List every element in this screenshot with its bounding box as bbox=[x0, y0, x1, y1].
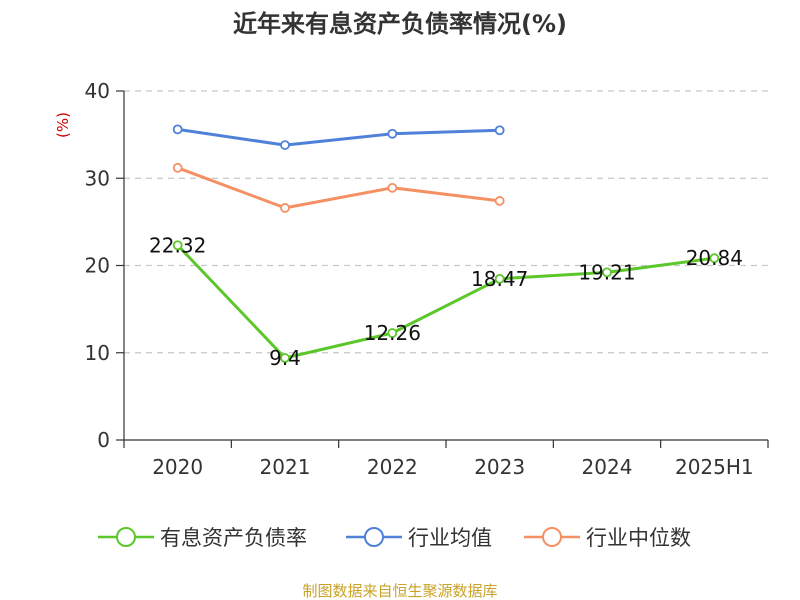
data-point bbox=[387, 182, 398, 193]
y-axis-label: (%) bbox=[54, 112, 72, 138]
x-tick-label: 2021 bbox=[260, 455, 311, 479]
x-tick-label: 2023 bbox=[474, 455, 525, 479]
data-point bbox=[280, 353, 290, 363]
data-point bbox=[602, 267, 612, 278]
y-tick-label: 10 bbox=[85, 341, 110, 365]
series-group bbox=[172, 124, 720, 363]
x-tick-label: 2022 bbox=[367, 455, 418, 479]
data-label: 22.32 bbox=[149, 233, 206, 257]
legend-marker bbox=[116, 527, 136, 547]
data-point bbox=[387, 128, 398, 139]
data-label: 12.26 bbox=[364, 321, 421, 345]
data-label: 18.47 bbox=[471, 267, 528, 291]
legend-label: 有息资产负债率 bbox=[160, 526, 307, 550]
data-label: 20.84 bbox=[686, 246, 743, 270]
data-point bbox=[280, 203, 290, 213]
legend-marker bbox=[364, 527, 384, 547]
chart-title: 近年来有息资产负债率情况(%) bbox=[233, 10, 567, 38]
data-point bbox=[709, 253, 720, 264]
y-tick-label: 40 bbox=[85, 79, 110, 103]
y-tick-label: 30 bbox=[85, 166, 110, 190]
legend-label: 行业均值 bbox=[408, 526, 492, 550]
source-note: 制图数据来自恒生聚源数据库 bbox=[302, 582, 497, 600]
data-label: 19.21 bbox=[578, 260, 635, 284]
data-point bbox=[280, 140, 290, 150]
legend-label: 行业中位数 bbox=[586, 526, 691, 550]
data-label: 9.4 bbox=[269, 346, 301, 370]
series-line bbox=[177, 166, 500, 210]
grid-lines bbox=[124, 90, 768, 354]
data-point bbox=[172, 162, 183, 173]
x-tick-label: 2020 bbox=[152, 455, 203, 479]
y-tick-label: 20 bbox=[85, 254, 110, 278]
y-axis-ticks: 0 10 20 30 40 bbox=[85, 79, 124, 452]
series-line bbox=[176, 244, 715, 360]
data-point bbox=[494, 125, 505, 136]
data-point bbox=[172, 124, 183, 135]
data-point bbox=[387, 328, 398, 338]
x-tick-label: 2025H1 bbox=[675, 455, 754, 479]
series-line bbox=[177, 127, 500, 147]
x-axis-ticks: 2020 2021 2022 2023 2024 2025H1 bbox=[123, 440, 769, 479]
data-labels: 22.32 9.4 12.26 18.47 19.21 20.84 bbox=[149, 233, 743, 370]
legend: 有息资产负债率 行业均值 行业中位数 bbox=[98, 526, 691, 550]
x-tick-label: 2024 bbox=[582, 455, 633, 479]
data-point bbox=[494, 273, 505, 284]
legend-marker bbox=[542, 527, 562, 547]
data-point bbox=[172, 240, 183, 251]
y-tick-label: 0 bbox=[97, 428, 110, 452]
data-point bbox=[494, 196, 505, 206]
